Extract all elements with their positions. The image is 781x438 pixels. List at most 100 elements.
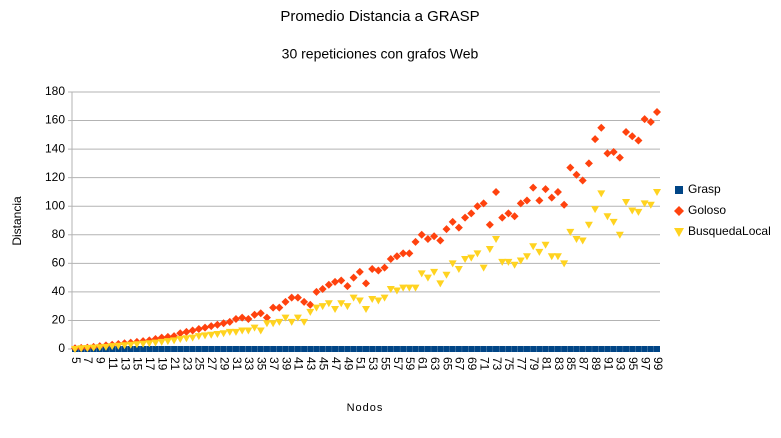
y-axis-label: Distancia <box>10 196 24 246</box>
data-point <box>418 346 425 352</box>
x-axis-label: Nodos <box>347 402 384 414</box>
x-tick-label: 29 <box>217 357 231 371</box>
data-point <box>312 304 321 312</box>
data-point <box>566 163 575 172</box>
x-tick-label: 67 <box>453 357 467 371</box>
data-point <box>349 294 358 302</box>
x-tick-label: 47 <box>329 357 343 371</box>
data-point <box>455 346 462 352</box>
x-tick-label: 75 <box>502 357 516 371</box>
x-tick-label: 63 <box>428 357 442 371</box>
data-point <box>468 346 475 352</box>
data-point <box>400 346 407 352</box>
data-point <box>270 346 277 352</box>
data-point <box>529 243 538 251</box>
data-point <box>423 274 432 282</box>
y-tick-label: 140 <box>45 141 65 155</box>
data-point <box>561 346 568 352</box>
x-tick-label: 35 <box>255 357 269 371</box>
data-point <box>337 276 346 285</box>
x-tick-label: 73 <box>490 357 504 371</box>
data-point <box>399 284 408 292</box>
data-point <box>505 346 512 352</box>
data-point <box>287 318 296 326</box>
data-point <box>412 346 419 352</box>
data-point <box>338 346 345 352</box>
data-point <box>560 260 569 268</box>
data-point <box>406 346 413 352</box>
data-point <box>560 200 569 209</box>
data-point <box>623 346 630 352</box>
data-point <box>454 223 463 232</box>
data-point <box>362 279 370 288</box>
y-tick-label: 120 <box>45 170 65 184</box>
data-point <box>188 334 197 342</box>
data-point <box>331 306 340 314</box>
data-point <box>195 346 202 352</box>
data-point <box>231 315 240 324</box>
data-point <box>368 265 377 274</box>
data-point <box>536 346 543 352</box>
data-point <box>437 346 444 352</box>
data-point <box>363 346 369 352</box>
data-point <box>140 346 147 352</box>
data-point <box>522 253 531 261</box>
data-point <box>604 346 611 352</box>
data-point <box>263 346 270 352</box>
data-point <box>132 341 141 349</box>
x-tick-label: 93 <box>614 357 628 371</box>
data-point <box>654 346 660 352</box>
x-tick-label: 15 <box>131 357 145 371</box>
data-point <box>257 346 264 352</box>
data-point <box>294 346 301 352</box>
data-point <box>245 346 252 352</box>
data-point <box>343 303 352 311</box>
x-tick-label: 85 <box>564 357 578 371</box>
data-point <box>597 190 606 198</box>
data-point <box>405 249 414 258</box>
data-point <box>287 293 296 302</box>
data-point <box>300 318 309 326</box>
x-tick-label: 87 <box>577 357 591 371</box>
legend-marker <box>675 186 683 194</box>
data-point <box>269 303 278 312</box>
data-point <box>355 267 364 276</box>
data-point <box>163 338 172 346</box>
x-tick-label: 55 <box>378 357 392 371</box>
legend-marker <box>674 228 684 237</box>
data-point <box>492 236 501 244</box>
data-point <box>343 282 352 291</box>
data-point <box>324 300 333 308</box>
data-point <box>301 346 308 352</box>
data-point <box>449 346 456 352</box>
data-point <box>535 248 544 256</box>
x-tick-label: 39 <box>279 357 293 371</box>
data-point <box>250 324 259 332</box>
data-point <box>516 199 525 208</box>
data-point <box>232 346 239 352</box>
x-tick-label: 19 <box>156 357 170 371</box>
data-point <box>417 230 426 239</box>
data-point <box>431 346 438 352</box>
x-tick-label: 65 <box>440 357 454 371</box>
data-point <box>387 346 394 352</box>
data-point <box>392 252 401 261</box>
data-point <box>182 327 191 336</box>
data-point <box>151 339 160 347</box>
data-point <box>386 255 395 264</box>
data-point <box>411 284 420 292</box>
data-point <box>640 115 649 124</box>
data-point <box>374 266 383 275</box>
data-point <box>572 236 581 244</box>
x-tick-label: 23 <box>180 357 194 371</box>
data-point <box>207 322 216 331</box>
x-tick-label: 83 <box>552 357 566 371</box>
data-point <box>201 332 210 340</box>
data-point <box>646 201 655 209</box>
data-point <box>231 328 240 336</box>
data-point <box>610 346 617 352</box>
data-point <box>369 346 376 352</box>
x-tick-label: 11 <box>106 357 120 370</box>
data-point <box>634 208 643 216</box>
